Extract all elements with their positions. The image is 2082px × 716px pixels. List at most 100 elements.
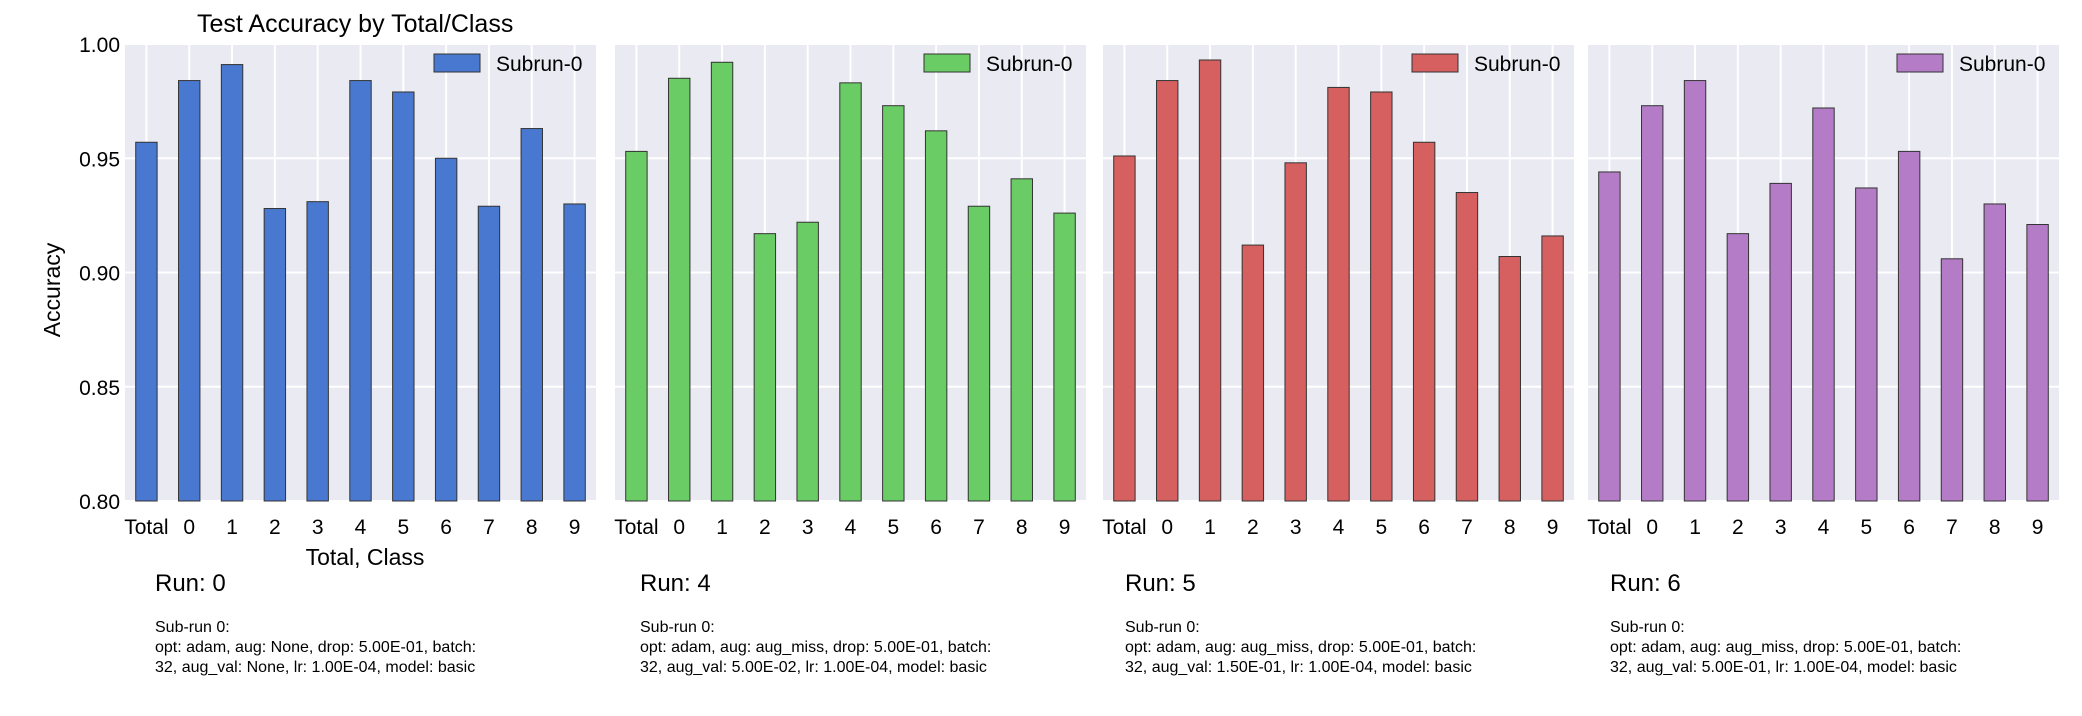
bar [882, 105, 905, 502]
run-description-line: 32, aug_val: 5.00E-01, lr: 1.00E-04, mod… [1610, 659, 1957, 676]
legend-swatch [1411, 53, 1459, 73]
bar [563, 203, 586, 502]
x-tick-label: 1 [226, 516, 238, 539]
bar [1541, 235, 1564, 502]
bar [1327, 86, 1350, 502]
x-tick-label: 6 [440, 516, 452, 539]
run-title: Run: 4 [640, 570, 711, 597]
x-tick-label: Total [1102, 516, 1146, 539]
bar [1198, 59, 1222, 502]
bar [967, 205, 991, 502]
bar [135, 141, 158, 502]
y-tick-labels: 0.80 0.85 0.90 0.95 1.00 [79, 34, 120, 514]
bar [1769, 182, 1792, 502]
bar [1113, 155, 1136, 502]
bar [1683, 80, 1707, 502]
bar [306, 201, 329, 502]
bar [1855, 187, 1878, 502]
bar [1412, 141, 1436, 502]
bar [1053, 212, 1076, 502]
x-tick-label: 5 [397, 516, 409, 539]
run-caption: Run: 5 Sub-run 0: opt: adam, aug: aug_miss… [1125, 570, 1565, 678]
chart-title: Test Accuracy by Total/Class [197, 10, 513, 38]
run-description-line: opt: adam, aug: None, drop: 5.00E-01, ba… [155, 639, 477, 656]
y-tick-label: 0.80 [79, 491, 120, 514]
legend-label: Subrun-0 [986, 53, 1072, 76]
run-description: Sub-run 0: opt: adam, aug: None, drop: 5.… [155, 618, 595, 678]
bar [263, 208, 287, 502]
x-tick-label: 4 [845, 516, 857, 539]
x-tick-label: 8 [1989, 516, 2001, 539]
run-description-line: opt: adam, aug: aug_miss, drop: 5.00E-01… [1125, 639, 1477, 656]
x-tick-label: 7 [1946, 516, 1958, 539]
x-tick-label: 7 [973, 516, 985, 539]
x-tick-label: 9 [2032, 516, 2044, 539]
x-tick-label: 0 [1161, 516, 1173, 539]
x-tick-label: 2 [1732, 516, 1744, 539]
x-tick-label: Total [614, 516, 658, 539]
run-description-line: Sub-run 0: [155, 619, 230, 636]
chart-panel: Total 0 1 2 3 4 5 6 7 8 9 Subrun-0 [1102, 43, 1574, 539]
bar [477, 205, 501, 502]
bar [220, 64, 244, 502]
legend-label: Subrun-0 [1959, 53, 2045, 76]
x-tick-label: 4 [1818, 516, 1830, 539]
run-description: Sub-run 0: opt: adam, aug: aug_miss, drop… [1125, 618, 1565, 678]
x-tick-label: 0 [673, 516, 685, 539]
x-tick-label: 5 [887, 516, 899, 539]
bar [668, 77, 691, 502]
bar [349, 80, 372, 502]
run-description-line: 32, aug_val: 5.00E-02, lr: 1.00E-04, mod… [640, 659, 987, 676]
x-tick-label: 6 [930, 516, 942, 539]
run-caption: Run: 6 Sub-run 0: opt: adam, aug: aug_miss… [1610, 570, 2050, 678]
x-tick-label: 0 [1646, 516, 1658, 539]
bar [1370, 91, 1393, 502]
bar [434, 157, 458, 502]
x-tick-label: 3 [312, 516, 324, 539]
x-tick-label: 7 [483, 516, 495, 539]
bar [839, 82, 862, 502]
x-tick-label: 2 [269, 516, 281, 539]
y-tick-label: 0.90 [79, 263, 120, 286]
x-tick-label: 6 [1418, 516, 1430, 539]
x-tick-label: 3 [802, 516, 814, 539]
x-tick-label: 5 [1375, 516, 1387, 539]
bar [392, 91, 415, 502]
x-tick-label: 1 [1204, 516, 1216, 539]
x-tick-label: 8 [526, 516, 538, 539]
y-tick-label: 0.95 [79, 148, 120, 171]
x-tick-label: 4 [1333, 516, 1345, 539]
x-tick-label: 9 [1059, 516, 1071, 539]
bar [178, 80, 201, 502]
bar [1156, 80, 1179, 502]
chart-panel: Total 0 1 2 3 4 5 6 7 8 9 Subrun-0 [1587, 43, 2059, 539]
legend-label: Subrun-0 [496, 53, 582, 76]
x-tick-label: 8 [1016, 516, 1028, 539]
x-tick-label: 9 [1547, 516, 1559, 539]
x-tick-label: 5 [1860, 516, 1872, 539]
run-description-line: opt: adam, aug: aug_miss, drop: 5.00E-01… [1610, 639, 1962, 656]
x-tick-label: 8 [1504, 516, 1516, 539]
legend-swatch [433, 53, 481, 73]
x-tick-label: 7 [1461, 516, 1473, 539]
run-caption: Run: 4 Sub-run 0: opt: adam, aug: aug_miss… [640, 570, 1080, 678]
run-description-line: Sub-run 0: [1610, 619, 1685, 636]
run-description-line: Sub-run 0: [640, 619, 715, 636]
chart-panel: Total 0 1 2 3 4 5 6 7 8 9 Subrun-0 [614, 43, 1086, 539]
x-tick-label: 6 [1903, 516, 1915, 539]
legend-swatch [1896, 53, 1944, 73]
chart-panel: Total 0 1 2 3 4 5 6 7 8 9 Subrun-0 [124, 43, 596, 539]
bar [1641, 105, 1664, 502]
x-tick-label: 1 [716, 516, 728, 539]
legend-label: Subrun-0 [1474, 53, 1560, 76]
bar [1940, 258, 1964, 502]
run-description-line: opt: adam, aug: aug_miss, drop: 5.00E-01… [640, 639, 992, 656]
bar [1455, 192, 1479, 502]
x-tick-label: Total [1587, 516, 1631, 539]
bar [710, 61, 734, 502]
chart-panels: Total 0 1 2 3 4 5 6 7 8 9 Subrun-0 Total 0 1 2 3 4 5 6 7 8 9 Su… [124, 43, 2059, 539]
bar [1897, 150, 1921, 502]
run-description: Sub-run 0: opt: adam, aug: aug_miss, drop… [1610, 618, 2050, 678]
x-tick-label: Total [124, 516, 168, 539]
